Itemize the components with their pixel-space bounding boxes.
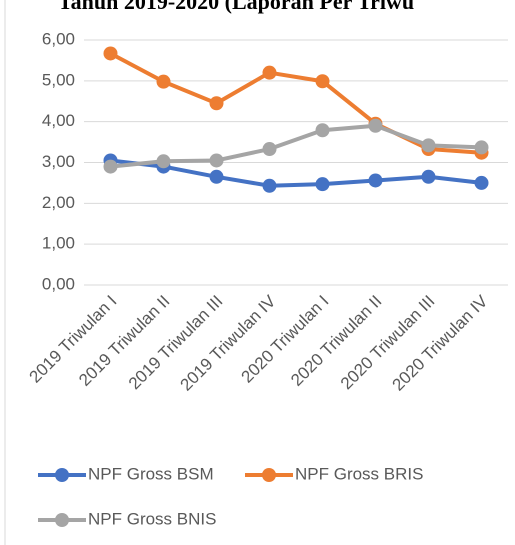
y-tick-label: 4,00 [42,111,75,130]
point [315,74,330,89]
x-tick-label: 2019 Triwulan III [125,292,227,394]
y-tick-label: 0,00 [42,274,75,293]
legend-marker [55,513,69,527]
legend-marker [262,468,276,482]
legend-label: NPF Gross BRIS [295,464,423,483]
point [262,65,277,80]
x-tick-label: 2019 Triwulan IV [177,291,280,394]
point [209,153,224,168]
point [209,96,224,111]
point [103,159,118,174]
point [315,123,330,138]
legend-label: NPF Gross BNIS [88,509,216,528]
point [421,138,436,153]
point [315,177,330,192]
point [368,173,383,188]
x-tick-label: 2020 Triwulan III [337,292,439,394]
point [156,74,171,89]
legend-label: NPF Gross BSM [88,464,214,483]
point [156,154,171,169]
x-tick-label: 2019 Triwulan I [26,292,121,387]
series-line [108,51,484,155]
point [103,46,118,61]
point [368,118,383,133]
point [474,175,489,190]
x-tick-label: 2019 Triwulan II [75,292,173,390]
y-tick-label: 3,00 [42,152,75,171]
y-tick-label: 2,00 [42,193,75,212]
x-tick-label: 2020 Triwulan II [287,292,385,390]
point [474,140,489,155]
point [421,169,436,184]
x-tick-label: 2020 Triwulan IV [389,291,492,394]
chart-title: Tahun 2019-2020 (Laporan Per Triwu [58,0,414,14]
series-line [108,158,484,188]
point [262,178,277,193]
series-line [108,123,484,169]
chart-border [4,0,6,545]
y-tick-label: 6,00 [42,29,75,48]
point [209,169,224,184]
y-tick-label: 1,00 [42,234,75,253]
point [262,142,277,157]
y-tick-label: 5,00 [42,70,75,89]
legend-marker [55,468,69,482]
